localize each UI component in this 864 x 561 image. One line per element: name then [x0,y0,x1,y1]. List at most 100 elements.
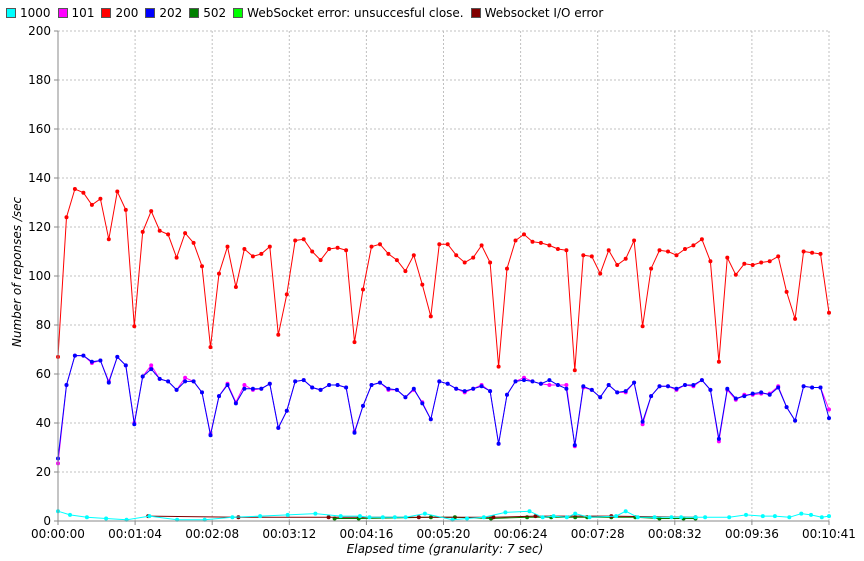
data-point [669,515,674,520]
data-point [551,514,556,519]
data-point [411,253,416,258]
data-point [420,282,425,287]
data-point [496,364,501,369]
data-point [276,332,281,337]
data-point [760,514,765,519]
y-tick-label: 160 [28,122,51,136]
series-line [148,515,696,518]
data-point [471,255,476,260]
data-point [683,383,687,387]
data-point [657,248,662,253]
data-point [742,261,747,266]
data-point [750,391,755,396]
y-tick-label: 140 [28,171,51,185]
data-point [392,515,397,520]
data-point [208,345,213,350]
data-point [174,255,179,260]
data-point [84,515,89,520]
data-point [104,516,109,521]
data-point [555,383,560,387]
data-point [89,202,94,207]
data-point [230,515,235,520]
data-point [326,515,331,520]
grid [57,30,830,522]
data-point [403,395,408,400]
data-point [140,229,145,234]
data-point [725,386,730,391]
data-point [598,395,603,400]
data-point [428,417,433,422]
x-tick-label: 00:05:20 [417,527,471,541]
data-point [679,515,684,520]
data-point [810,250,815,255]
legend: 1000 101 200 202 502 WebSocket error: unsucce… [6,5,610,21]
data-point [242,247,247,251]
y-tick-label: 180 [28,73,51,87]
data-point [615,390,620,395]
y-axis-title: Number of reponses /sec [10,196,24,347]
data-point [640,324,645,329]
series-layer [56,187,831,522]
data-point [540,515,545,520]
data-point [716,436,721,441]
data-point [572,368,577,373]
legend-swatch [101,8,112,18]
data-point [818,385,823,390]
data-point [801,384,806,389]
data-point [293,379,298,384]
y-tick-label: 20 [36,465,51,479]
data-point [183,379,188,384]
data-point [369,383,374,387]
data-point [564,386,569,391]
series-2 [56,187,831,373]
data-point [115,354,120,359]
data-point [742,394,747,399]
y-tick-label: 0 [43,514,51,528]
x-tick-label: 00:04:16 [339,527,393,541]
data-point [733,396,738,401]
data-point [81,353,86,358]
y-tick-label: 80 [36,318,51,332]
data-point [191,240,196,245]
data-point [827,514,831,519]
data-point [310,385,315,390]
data-point [564,383,569,387]
data-point [454,253,459,258]
data-point [98,196,103,201]
x-tick-label: 00:01:04 [108,527,162,541]
x-tick-label: 00:10:41 [802,527,856,541]
data-point [233,401,238,406]
data-point [703,515,708,520]
data-point [810,385,815,390]
data-point [327,247,332,251]
data-point [437,379,442,384]
y-tick-label: 60 [36,367,51,381]
data-point [166,232,171,237]
data-point [488,389,493,394]
data-point [369,244,374,249]
series-3 [56,353,831,461]
data-point [530,379,535,384]
data-point [727,515,732,520]
data-point [784,405,789,410]
data-point [149,367,154,372]
data-point [64,215,69,220]
data-point [793,418,798,423]
data-point [386,251,391,256]
data-point [787,515,792,520]
data-point [513,379,518,384]
data-point [759,390,764,395]
data-point [242,383,247,387]
data-point [693,515,698,520]
data-point [411,386,416,391]
data-point [147,514,152,519]
data-point [708,259,713,264]
data-point [793,316,798,321]
data-point [547,378,552,383]
data-point [635,515,640,520]
data-point [394,387,399,392]
data-point [555,247,560,251]
data-point [581,384,586,389]
data-point [403,515,408,520]
data-point [606,383,611,387]
